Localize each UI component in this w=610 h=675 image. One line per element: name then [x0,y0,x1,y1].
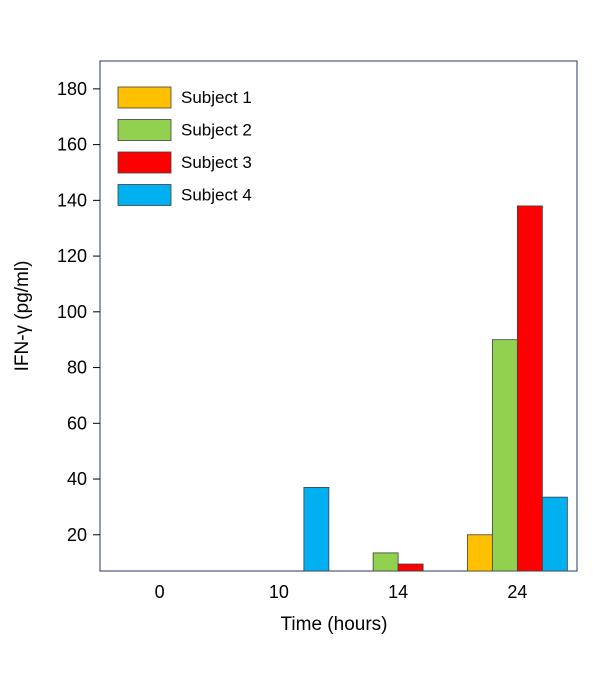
legend-label: Subject 3 [181,153,252,172]
legend-swatch [117,184,172,206]
legend-label: Subject 4 [181,186,252,205]
legend-label: Subject 1 [181,88,252,107]
x-axis: 0 10 14 24 [155,582,528,602]
plot-frame [99,60,578,572]
bar-subject-1-24 [466,534,493,572]
legend-swatch [117,151,172,174]
y-tick-label: 140 [57,190,87,210]
y-tick-label: 40 [67,469,87,489]
legend-label: Subject 2 [181,121,252,140]
y-tick-label: 160 [57,135,87,155]
x-tick-label: 0 [155,582,165,602]
x-tick-label: 10 [269,582,289,602]
y-tick-label: 180 [57,79,87,99]
y-tick-label: 60 [67,413,87,433]
y-axis-label: IFN-γ (pg/ml) [12,261,33,372]
bar-subject-2-14 [372,552,399,572]
bar-subject-2-24 [491,339,518,572]
y-tick-label: 20 [67,525,87,545]
legend: Subject 1 Subject 2 Subject 3 Subject 4 [117,86,252,206]
x-tick-label: 14 [388,582,408,602]
x-axis-label: Time (hours) [281,614,388,635]
bar-subject-3-24 [516,205,543,572]
legend-swatch [117,86,172,109]
legend-swatch [117,119,172,141]
y-tick-label: 120 [57,246,87,266]
y-axis: 20 40 60 80 100 120 140 160 180 [57,79,100,545]
plot-area [99,60,578,572]
y-tick-label: 100 [57,302,87,322]
y-tick-label: 80 [67,358,87,378]
bar-subject-4-10 [303,486,330,572]
bar-subject-3-14 [397,563,424,572]
bar-subject-4-24 [541,496,568,572]
x-tick-label: 24 [507,582,527,602]
